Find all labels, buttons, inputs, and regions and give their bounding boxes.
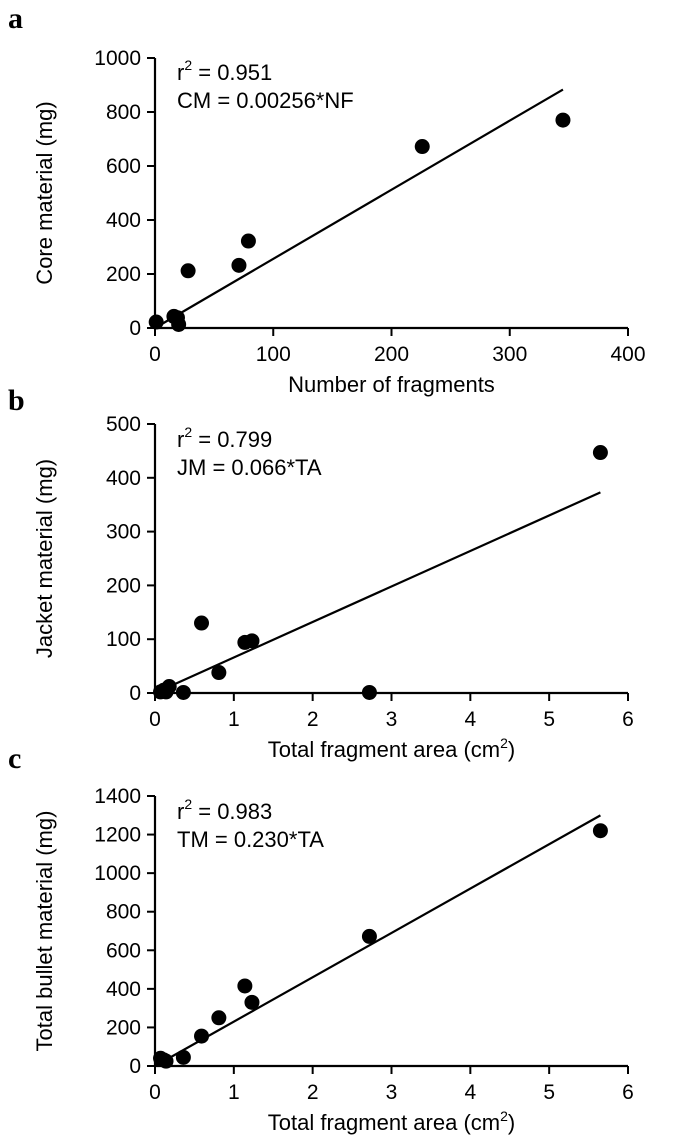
x-axis-title-sup: 2 bbox=[500, 735, 508, 751]
x-tick-label: 0 bbox=[149, 708, 161, 731]
regression-line bbox=[154, 491, 601, 695]
data-point bbox=[555, 112, 571, 128]
regression-line bbox=[154, 88, 564, 329]
r-squared-value: = 0.951 bbox=[192, 60, 272, 85]
r-squared-sup: 2 bbox=[184, 796, 192, 812]
data-point bbox=[194, 615, 210, 631]
x-tick-label: 100 bbox=[256, 343, 291, 366]
data-point bbox=[237, 978, 253, 994]
x-axis-title: Total fragment area (cm2) bbox=[268, 735, 515, 762]
r-squared-label: r bbox=[177, 799, 184, 824]
data-point bbox=[175, 684, 191, 700]
y-tick-label: 400 bbox=[106, 978, 141, 1001]
x-tick-label: 0 bbox=[149, 343, 161, 366]
regression-equation: TM = 0.230*TA bbox=[177, 827, 324, 852]
y-tick-label: 800 bbox=[106, 901, 141, 924]
x-tick-label: 3 bbox=[386, 1081, 398, 1104]
r-squared-value: = 0.799 bbox=[192, 427, 272, 452]
panel-c: c 0 200 400 600 800 1000 1200 1400 0 1 2 3 4 5 6 Total f… bbox=[8, 742, 634, 1135]
y-tick-label: 400 bbox=[106, 467, 141, 490]
data-point bbox=[194, 1028, 210, 1044]
x-axis-title-text: Number of fragments bbox=[288, 372, 495, 397]
data-point bbox=[592, 445, 608, 461]
x-tick-label: 3 bbox=[386, 708, 398, 731]
y-tick-label: 100 bbox=[106, 628, 141, 651]
x-tick-label: 6 bbox=[622, 1081, 634, 1104]
x-axis-title-text: Total fragment area (cm bbox=[268, 737, 500, 762]
y-tick-label: 0 bbox=[129, 1055, 141, 1078]
r-squared-annotation: r2 = 0.951 bbox=[177, 57, 272, 85]
data-point bbox=[158, 1053, 174, 1069]
x-tick-label: 5 bbox=[543, 708, 555, 731]
data-point bbox=[211, 665, 227, 681]
y-tick-label: 600 bbox=[106, 939, 141, 962]
data-point bbox=[361, 928, 377, 944]
x-tick-label: 300 bbox=[492, 343, 527, 366]
x-tick-label: 1 bbox=[228, 1081, 240, 1104]
x-axis-title-sup: 2 bbox=[500, 1108, 508, 1124]
data-point bbox=[171, 316, 187, 332]
regression-equation: CM = 0.00256*NF bbox=[177, 88, 354, 113]
panel-letter: a bbox=[8, 2, 23, 35]
data-point bbox=[148, 314, 164, 330]
x-tick-label: 4 bbox=[464, 1081, 476, 1104]
y-axis-title: Core material (mg) bbox=[32, 101, 57, 284]
x-tick-label: 4 bbox=[464, 708, 476, 731]
y-axis-title: Total bullet material (mg) bbox=[32, 811, 57, 1052]
y-tick-label: 800 bbox=[106, 101, 141, 124]
y-tick-label: 600 bbox=[106, 155, 141, 178]
y-tick-label: 1000 bbox=[94, 862, 141, 885]
r-squared-label: r bbox=[177, 427, 184, 452]
x-tick-label: 2 bbox=[307, 1081, 319, 1104]
r-squared-annotation: r2 = 0.799 bbox=[177, 424, 272, 452]
y-tick-label: 200 bbox=[106, 574, 141, 597]
data-point bbox=[231, 257, 247, 273]
x-axis-title-end: ) bbox=[508, 1110, 515, 1135]
x-axis-title: Number of fragments bbox=[288, 372, 495, 397]
x-tick-label: 5 bbox=[543, 1081, 555, 1104]
regression-equation: JM = 0.066*TA bbox=[177, 455, 322, 480]
y-tick-label: 1000 bbox=[94, 47, 141, 70]
panel-b: b 0 100 200 300 400 500 0 1 2 3 4 5 6 Total fragment a… bbox=[8, 384, 634, 762]
r-squared-value: = 0.983 bbox=[192, 799, 272, 824]
data-point bbox=[244, 994, 260, 1010]
y-tick-label: 200 bbox=[106, 263, 141, 286]
data-point bbox=[361, 684, 377, 700]
y-tick-label: 500 bbox=[106, 413, 141, 436]
r-squared-annotation: r2 = 0.983 bbox=[177, 796, 272, 824]
x-axis-title-end: ) bbox=[508, 737, 515, 762]
x-tick-label: 0 bbox=[149, 1081, 161, 1104]
data-point bbox=[592, 823, 608, 839]
x-tick-label: 6 bbox=[622, 708, 634, 731]
r-squared-sup: 2 bbox=[184, 57, 192, 73]
y-tick-label: 0 bbox=[129, 682, 141, 705]
data-point bbox=[175, 1049, 191, 1065]
y-tick-label: 400 bbox=[106, 209, 141, 232]
x-tick-label: 1 bbox=[228, 708, 240, 731]
data-point bbox=[180, 263, 196, 279]
data-point bbox=[211, 1010, 227, 1026]
y-tick-label: 1400 bbox=[94, 785, 141, 808]
data-point bbox=[414, 139, 430, 155]
panel-letter: c bbox=[8, 742, 21, 775]
data-point bbox=[240, 233, 256, 249]
x-axis-title: Total fragment area (cm2) bbox=[268, 1108, 515, 1135]
panel-a: a 0 200 400 600 800 1000 0 100 200 300 400 Number of… bbox=[8, 2, 646, 397]
x-axis-title-text: Total fragment area (cm bbox=[268, 1110, 500, 1135]
x-tick-label: 2 bbox=[307, 708, 319, 731]
regression-line bbox=[154, 814, 601, 1067]
y-tick-label: 200 bbox=[106, 1016, 141, 1039]
data-point bbox=[244, 633, 260, 649]
y-tick-label: 300 bbox=[106, 521, 141, 544]
data-point bbox=[161, 679, 177, 695]
r-squared-label: r bbox=[177, 60, 184, 85]
x-tick-label: 200 bbox=[374, 343, 409, 366]
y-tick-label: 0 bbox=[129, 317, 141, 340]
x-tick-label: 400 bbox=[610, 343, 645, 366]
r-squared-sup: 2 bbox=[184, 424, 192, 440]
y-tick-label: 1200 bbox=[94, 824, 141, 847]
y-axis-title: Jacket material (mg) bbox=[32, 459, 57, 658]
panel-letter: b bbox=[8, 384, 25, 417]
